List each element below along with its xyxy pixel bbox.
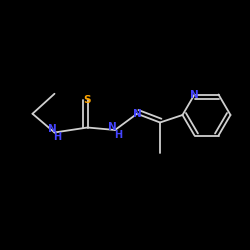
Text: H: H [114, 130, 122, 140]
Text: N: N [108, 122, 117, 132]
Text: N: N [132, 109, 141, 119]
Text: N: N [190, 90, 199, 100]
Text: N: N [48, 124, 56, 134]
Text: S: S [84, 95, 91, 105]
Text: H: H [54, 132, 62, 142]
